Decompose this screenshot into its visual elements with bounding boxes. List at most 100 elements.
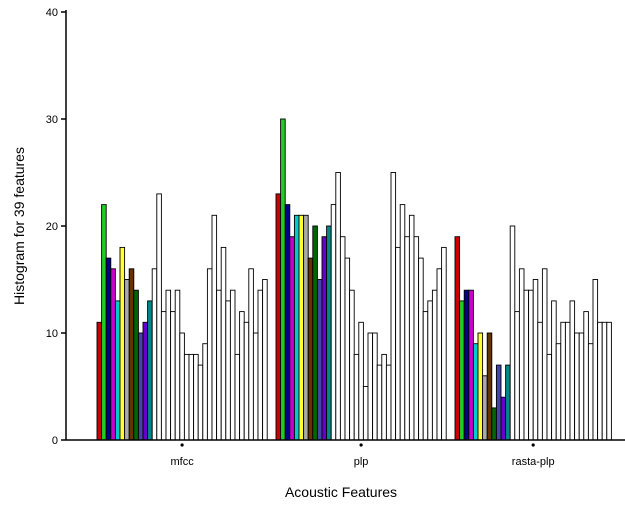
bar-mfcc-11 [142,321,149,441]
bar-rasta-plp-31 [592,279,599,441]
bar-rasta-plp-33 [601,321,608,441]
bar-rasta-plp-27 [574,332,580,441]
bar-rasta-plp-29 [583,311,589,441]
bar-plp-25 [385,364,392,441]
bar-plp-22 [372,332,378,441]
bar-rasta-plp-6 [477,332,484,441]
bar-plp-11 [321,236,328,441]
y-tick-label: 30 [46,114,58,126]
bar-plp-15 [339,236,346,441]
bar-rasta-plp-8 [486,332,493,441]
bar-mfcc-13 [151,268,158,441]
bar-plp-9 [312,225,318,441]
x-tick-mark [531,443,535,447]
bar-rasta-plp-2 [459,300,465,441]
bar-rasta-plp-19 [537,321,543,441]
ticks: 0 10 20 30 40 mfcc plp rasta-plp [46,7,555,468]
bar-plp-35 [431,289,438,441]
y-axis-title: Histogram for 39 features [11,147,27,305]
bar-plp-26 [390,172,397,441]
bar-rasta-plp-25 [564,321,571,441]
bar-rasta-plp-3 [463,289,470,441]
bar-mfcc-27 [216,289,222,441]
bar-plp-21 [367,332,374,441]
bar-mfcc-2 [101,204,107,441]
bar-rasta-plp-23 [555,343,562,441]
bar-mfcc-19 [179,332,185,441]
x-tick-label-plp: plp [354,456,369,468]
bar-plp-6 [298,214,305,441]
bar-mfcc-18 [174,289,181,441]
bar-mfcc-33 [243,321,250,441]
bar-mfcc-1 [96,321,103,441]
bar-rasta-plp-9 [491,407,497,441]
bar-rasta-plp-24 [560,321,566,441]
bar-rasta-plp-17 [528,289,534,441]
bar-plp-18 [353,353,360,441]
bar-rasta-plp-20 [541,268,548,441]
bar-mfcc-8 [128,268,135,441]
bar-mfcc-10 [137,332,144,441]
bar-mfcc-28 [220,246,227,441]
bar-plp-34 [427,300,433,441]
bar-mfcc-20 [183,353,190,441]
bar-rasta-plp-16 [523,289,530,441]
bar-rasta-plp-32 [597,321,603,441]
bar-mfcc-21 [188,353,195,441]
bar-plp-23 [376,364,383,441]
bar-plp-19 [358,321,364,441]
bar-rasta-plp-22 [551,300,557,441]
bar-plp-14 [335,172,341,441]
bar-rasta-plp-4 [468,289,474,441]
bar-plp-37 [441,246,447,441]
bar-plp-36 [436,268,443,441]
bar-plp-27 [395,246,401,441]
bar-plp-4 [289,236,295,441]
bar-mfcc-16 [165,289,172,441]
x-tick-label-mfcc: mfcc [170,456,194,468]
bar-plp-20 [362,386,369,441]
bar-plp-17 [349,289,355,441]
bar-mfcc-31 [234,353,241,441]
y-tick-label: 10 [46,328,58,340]
bar-mfcc-7 [124,279,130,441]
bar-mfcc-3 [105,257,112,441]
bar-rasta-plp-34 [606,321,612,441]
bar-mfcc-37 [262,279,268,441]
bar-rasta-plp-30 [587,343,594,441]
bar-mfcc-32 [239,311,245,441]
bar-mfcc-12 [147,300,153,441]
bar-mfcc-24 [202,343,208,441]
bar-plp-28 [399,204,406,441]
bar-mfcc-30 [229,289,236,441]
x-tick-label-rasta-plp: rasta-plp [512,456,555,468]
bar-plp-1 [275,193,282,441]
bars-layer [96,118,612,441]
x-axis-title: Acoustic Features [285,484,397,500]
bar-plp-5 [293,214,300,441]
x-tick-mark [180,443,184,447]
bar-plp-32 [418,257,424,441]
bar-plp-3 [284,204,291,441]
bar-mfcc-5 [114,300,121,441]
y-tick-label: 20 [46,221,58,233]
bar-rasta-plp-1 [454,236,461,441]
bar-mfcc-36 [257,289,264,441]
bar-rasta-plp-28 [578,332,585,441]
bar-mfcc-35 [252,332,259,441]
bar-mfcc-4 [110,268,116,441]
bar-rasta-plp-14 [514,311,520,441]
bar-mfcc-9 [133,289,139,441]
bar-rasta-plp-5 [472,343,479,441]
bar-mfcc-29 [225,300,231,441]
bar-plp-10 [316,279,323,441]
bar-mfcc-17 [170,311,176,441]
bar-mfcc-15 [160,311,167,441]
bar-rasta-plp-21 [546,353,553,441]
bar-rasta-plp-7 [482,375,488,441]
bar-plp-30 [408,214,415,441]
bar-mfcc-6 [119,246,126,441]
bar-mfcc-34 [248,268,254,441]
bar-rasta-plp-10 [495,364,502,441]
